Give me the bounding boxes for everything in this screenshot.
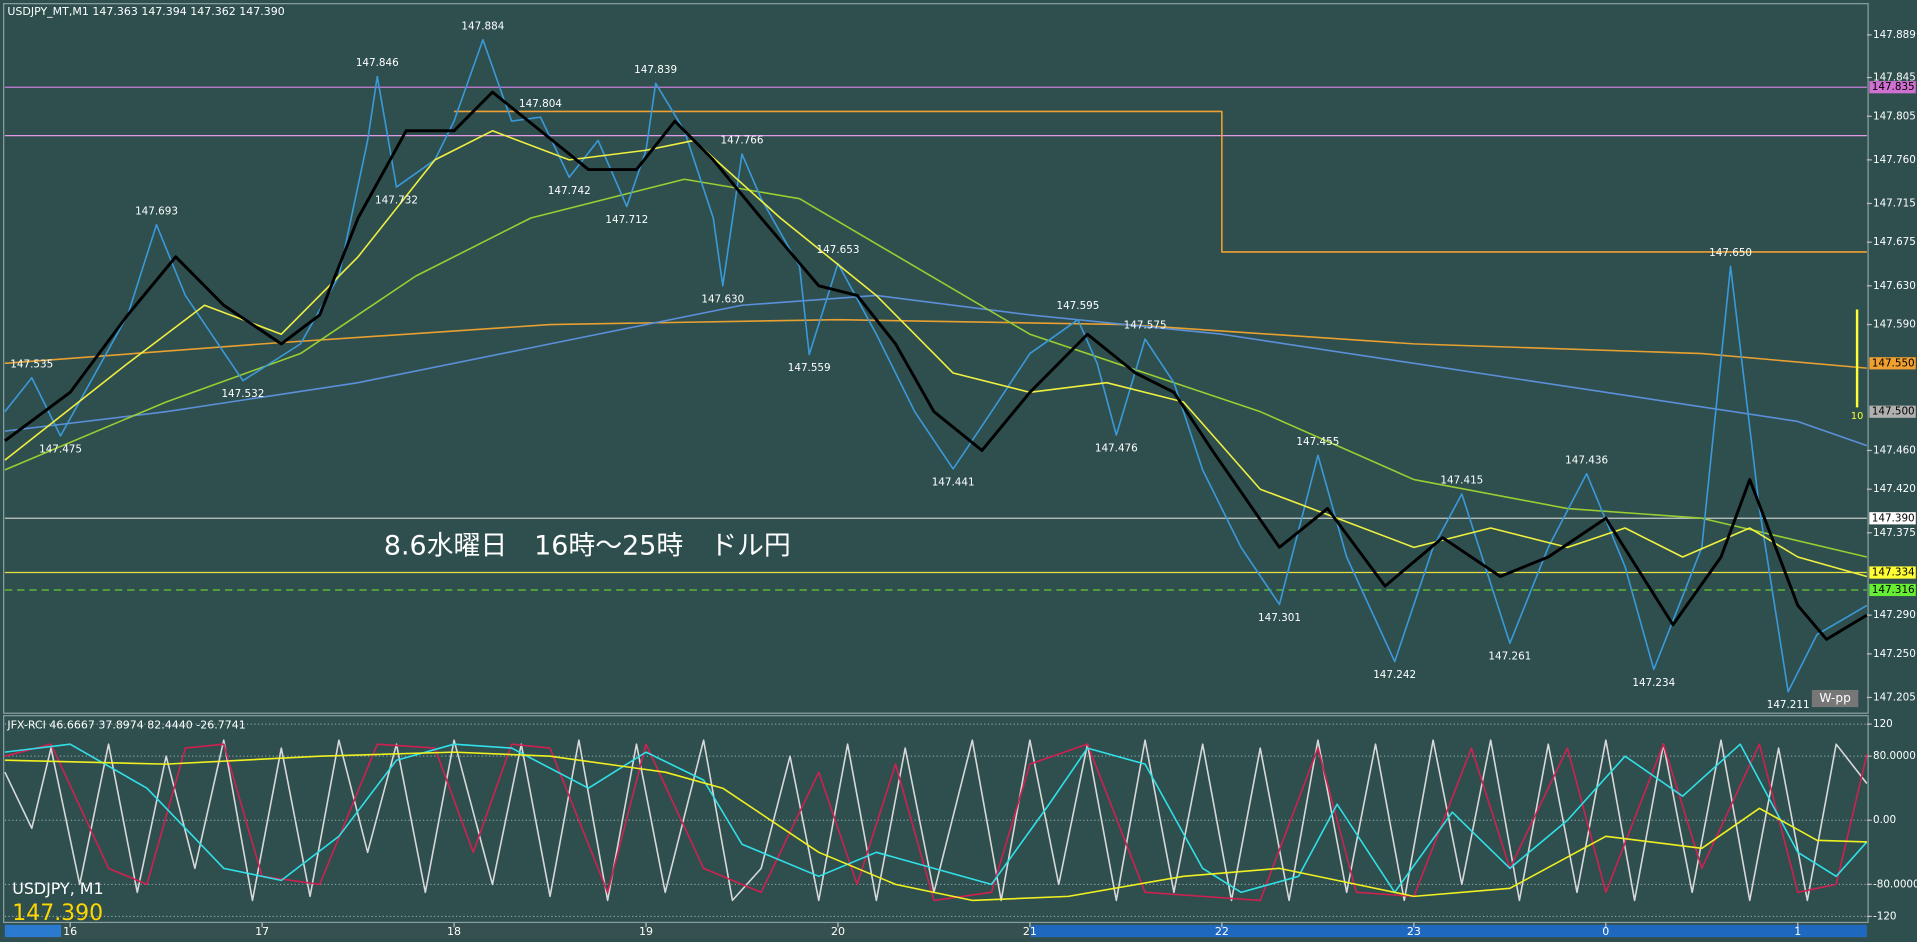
y-tick-label: 147.715 <box>1873 197 1916 209</box>
price-tag <box>1869 405 1916 418</box>
series-line <box>4 294 1868 447</box>
y-tick-label: 147.420 <box>1873 483 1916 495</box>
y-tick-label: 147.590 <box>1873 319 1916 331</box>
indicator-title: JFX-RCI 46.6667 37.8974 82.4440 -26.7741 <box>6 718 245 731</box>
x-tick-label: 22 <box>1215 925 1229 938</box>
extreme-label: 147.532 <box>221 388 264 400</box>
extreme-label: 147.234 <box>1632 677 1675 689</box>
extreme-label: 147.415 <box>1440 475 1483 487</box>
extreme-label: 147.839 <box>634 64 677 76</box>
price-tag <box>1869 583 1916 597</box>
extreme-label: 147.455 <box>1296 436 1339 448</box>
extreme-label: 147.595 <box>1056 300 1099 312</box>
extreme-label: 147.732 <box>375 194 418 206</box>
x-tick-label: 18 <box>447 925 461 938</box>
period-label: 10 <box>1851 411 1863 422</box>
series-line <box>4 743 1868 902</box>
extreme-label: 147.766 <box>721 135 764 147</box>
x-tick-label: 16 <box>63 925 77 938</box>
extreme-label: 147.559 <box>788 362 831 374</box>
overlay-note: 8.6水曜日 16時～25時 ドル円 <box>384 530 791 561</box>
x-tick-label: 21 <box>1023 925 1037 938</box>
extreme-label: 147.884 <box>461 20 504 32</box>
pivot-box <box>1811 689 1859 708</box>
last-price: 147.390 <box>12 901 103 926</box>
main-frame <box>3 3 1869 714</box>
extreme-label: 147.712 <box>605 214 648 226</box>
y-tick-label: 147.760 <box>1873 154 1916 166</box>
extreme-label: 147.742 <box>548 185 591 197</box>
y-tick-label: 147.675 <box>1873 236 1916 248</box>
x-tick-label: 20 <box>831 925 845 938</box>
plot-layers: 16 17 18 19 20 21 22 23 0 1 147.889 147.845 147.805 1… <box>4 20 1917 938</box>
price-tag <box>1869 357 1916 370</box>
price-tag-label: 147.500 <box>1872 406 1915 418</box>
extreme-label: 147.535 <box>10 358 53 370</box>
extreme-label: 147.653 <box>817 244 860 256</box>
price-tag-label: 147.390 <box>1872 512 1915 524</box>
y-tick-label: 147.460 <box>1873 444 1916 456</box>
x-tick-label: 1 <box>1794 925 1801 938</box>
series-line <box>4 743 1868 894</box>
y-tick-label: 147.845 <box>1873 72 1916 84</box>
sub-frame <box>3 715 1869 924</box>
y-tick-label: -120 <box>1873 910 1897 922</box>
series-line <box>4 318 1867 369</box>
symbol-label: USDJPY, M1 <box>12 879 103 898</box>
time-highlight <box>1030 924 1867 938</box>
extreme-label: 147.441 <box>932 476 975 488</box>
y-tick-label: 147.250 <box>1873 648 1916 660</box>
x-tick-label: 0 <box>1602 925 1609 938</box>
extreme-label: 147.630 <box>701 293 744 305</box>
extreme-label: 147.804 <box>519 98 562 110</box>
x-tick-label: 19 <box>639 925 653 938</box>
price-tag-label: 147.334 <box>1872 567 1915 579</box>
y-tick-label: 147.290 <box>1873 609 1916 621</box>
time-highlight <box>4 924 62 938</box>
extreme-label: 147.650 <box>1709 247 1752 259</box>
y-tick-label: 120 <box>1873 718 1893 730</box>
extreme-label: 147.846 <box>356 57 399 69</box>
price-tag <box>1869 512 1916 525</box>
price-tag-label: 147.316 <box>1872 584 1915 596</box>
x-tick-label: 23 <box>1407 925 1421 938</box>
y-tick-label: 147.205 <box>1873 691 1916 703</box>
y-tick-label: 147.889 <box>1873 29 1916 41</box>
y-tick-label: 147.375 <box>1873 527 1916 539</box>
y-tick-label: 80.0000 <box>1873 750 1916 762</box>
extreme-label: 147.476 <box>1095 442 1138 454</box>
y-tick-label: 147.630 <box>1873 280 1916 292</box>
extreme-label: 147.211 <box>1767 699 1810 711</box>
price-tag-label: 147.835 <box>1872 81 1915 93</box>
x-tick-label: 17 <box>255 925 269 938</box>
extreme-label: 147.575 <box>1124 320 1167 332</box>
price-tag-label: 147.550 <box>1872 357 1915 369</box>
extreme-label: 147.693 <box>135 205 178 217</box>
y-tick-label: 147.805 <box>1873 110 1916 122</box>
price-tag <box>1869 81 1916 94</box>
price-tag <box>1869 566 1916 579</box>
extreme-label: 147.261 <box>1488 651 1531 663</box>
series-line <box>4 90 1868 641</box>
series-line <box>4 751 1867 902</box>
extreme-label: 147.475 <box>39 443 82 455</box>
extreme-label: 147.436 <box>1565 454 1608 466</box>
extreme-label: 147.301 <box>1258 612 1301 624</box>
y-tick-label: -80.0000 <box>1873 878 1917 890</box>
extreme-label: 147.242 <box>1373 669 1416 681</box>
chart-title: USDJPY_MT,M1 147.363 147.394 147.362 147… <box>7 5 284 18</box>
y-tick-label: 0.00 <box>1873 814 1896 826</box>
pivot-label: W-pp <box>1819 691 1851 705</box>
series-line <box>454 110 1867 253</box>
series-line <box>4 178 1868 558</box>
